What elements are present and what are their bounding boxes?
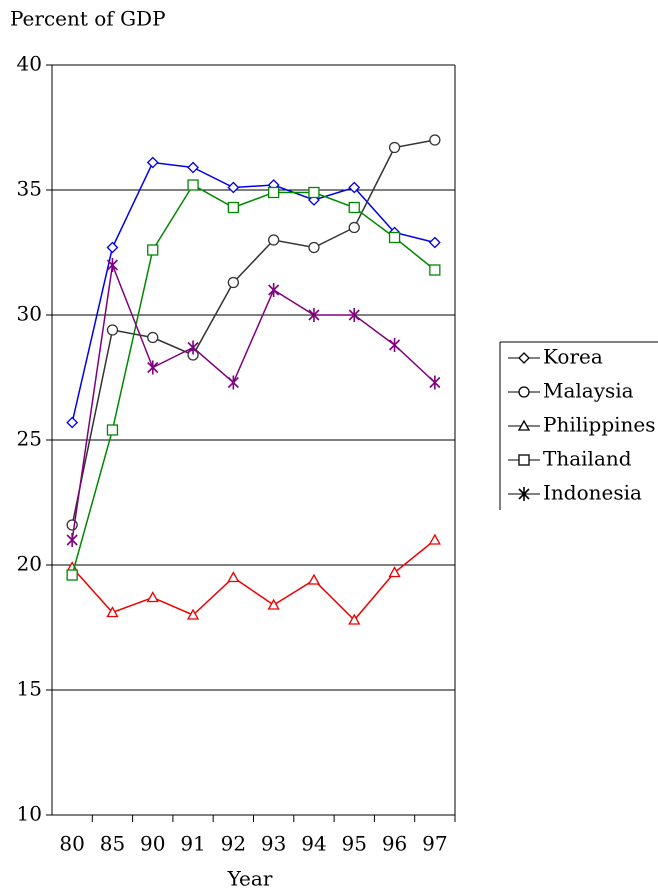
- marker: [267, 598, 280, 610]
- marker: [388, 231, 401, 244]
- marker: [187, 161, 199, 174]
- x-tick-label: 80: [59, 832, 84, 856]
- marker: [147, 331, 159, 344]
- marker: [308, 241, 320, 254]
- series: [66, 134, 441, 531]
- marker: [106, 424, 119, 436]
- x-tick-label: 92: [221, 832, 246, 856]
- legend-label: Thailand: [543, 447, 632, 471]
- marker: [66, 533, 78, 547]
- x-tick-label: 91: [180, 832, 205, 856]
- y-tick-label: 40: [17, 52, 42, 76]
- marker: [388, 566, 401, 578]
- marker: [106, 606, 119, 618]
- marker: [267, 234, 280, 246]
- marker: [146, 156, 159, 169]
- x-tick-label: 94: [301, 832, 326, 856]
- marker: [429, 375, 441, 390]
- marker: [518, 487, 530, 501]
- x-tick-label: 97: [422, 832, 447, 856]
- series: [66, 179, 441, 581]
- marker: [267, 186, 280, 199]
- marker: [518, 454, 530, 466]
- marker: [308, 186, 320, 199]
- marker: [227, 181, 240, 194]
- marker: [268, 283, 280, 297]
- marker: [308, 308, 320, 322]
- y-tick-label: 15: [17, 677, 42, 701]
- series: [66, 533, 441, 625]
- marker: [106, 241, 119, 254]
- marker: [66, 519, 78, 531]
- series: [66, 258, 441, 547]
- y-tick-label: 30: [17, 302, 42, 326]
- x-axis-label: Year: [227, 867, 273, 891]
- marker: [428, 533, 441, 545]
- marker: [106, 324, 119, 336]
- series-line: [71, 161, 436, 423]
- marker: [227, 571, 240, 583]
- marker: [429, 264, 441, 276]
- marker: [429, 134, 441, 146]
- marker: [227, 375, 239, 390]
- marker: [388, 141, 401, 154]
- legend: Korea Malaysia Philippines Thailand Indonesi…: [499, 341, 658, 510]
- legend-label: Indonesia: [543, 481, 642, 505]
- x-tick-label: 93: [261, 832, 286, 856]
- legend-label: Philippines: [543, 413, 656, 437]
- marker: [348, 613, 361, 625]
- legend-label: Malaysia: [543, 379, 634, 403]
- series-line: [71, 539, 436, 622]
- marker: [106, 258, 119, 272]
- marker: [428, 236, 441, 249]
- y-tick-label: 20: [17, 552, 42, 576]
- marker: [518, 386, 530, 398]
- marker: [227, 201, 240, 214]
- y-tick-label: 35: [17, 177, 42, 201]
- marker: [147, 244, 159, 256]
- marker: [187, 179, 199, 191]
- marker: [66, 416, 79, 429]
- legend-label: Korea: [543, 345, 603, 369]
- x-tick-label: 96: [382, 832, 407, 856]
- marker: [518, 352, 530, 364]
- series-line: [71, 139, 435, 526]
- series-line: [71, 262, 436, 541]
- series-line: [71, 183, 436, 576]
- marker: [227, 276, 240, 289]
- marker: [66, 569, 78, 581]
- marker: [307, 573, 321, 585]
- marker: [348, 201, 360, 214]
- marker: [348, 181, 361, 194]
- y-tick-label: 10: [17, 802, 42, 826]
- marker: [388, 338, 401, 352]
- chart-title: Percent of GDP: [10, 7, 166, 31]
- marker: [147, 360, 159, 375]
- marker: [517, 419, 531, 431]
- marker: [348, 308, 360, 322]
- marker: [146, 591, 159, 603]
- marker: [187, 340, 199, 355]
- marker: [348, 221, 360, 234]
- marker: [186, 608, 200, 620]
- y-tick-label: 25: [17, 427, 42, 451]
- x-tick-label: 95: [342, 832, 367, 856]
- x-tick-label: 85: [100, 832, 125, 856]
- x-tick-label: 90: [140, 832, 165, 856]
